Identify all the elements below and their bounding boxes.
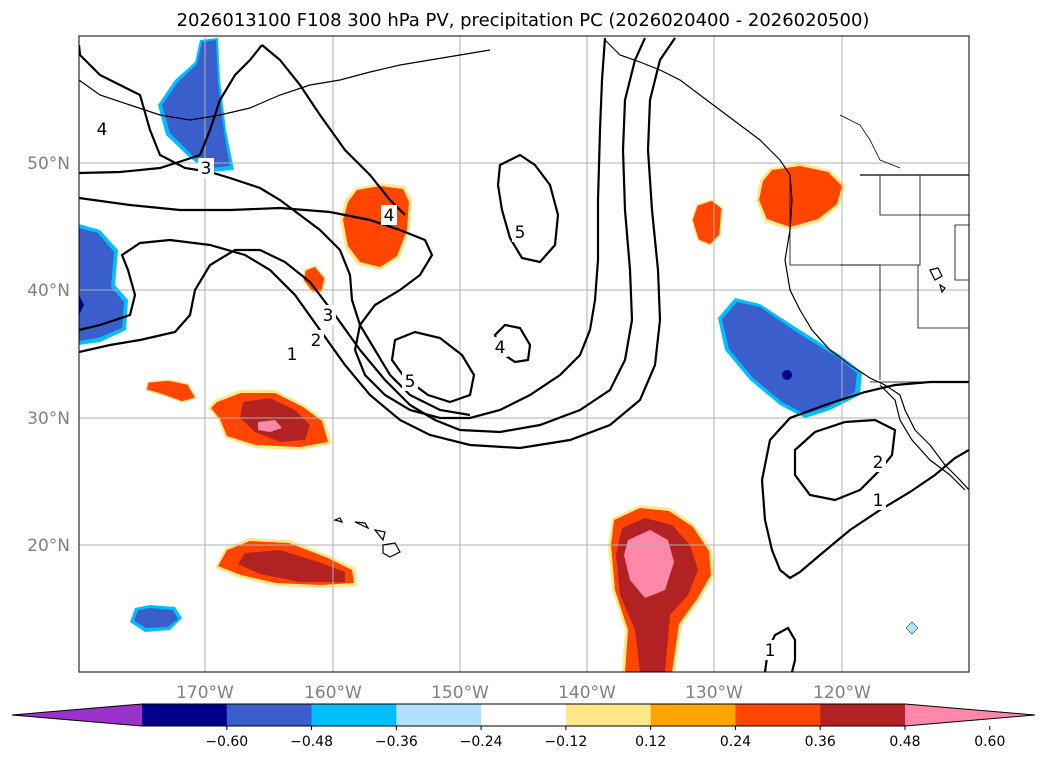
lat-tick-40: 40°N — [27, 281, 70, 301]
lon-tick-120w: 120°W — [813, 683, 871, 703]
colorbar-segment — [396, 704, 482, 726]
figure-title: 2026013100 F108 300 hPa PV, precipitatio… — [177, 10, 870, 31]
pv-label-5-south: 5 — [405, 372, 416, 392]
precip-blob-california-peak — [782, 370, 792, 380]
lon-tick-130w: 130°W — [685, 683, 743, 703]
pv-contour-3-west — [79, 44, 471, 417]
map-area: 4 3 4 5 3 2 1 4 5 2 1 1 — [79, 36, 969, 672]
lat-tick-50: 50°N — [27, 154, 70, 174]
colorbar-label: −0.36 — [375, 734, 418, 750]
pv-contour-5-north — [496, 153, 560, 264]
border-nevada — [840, 264, 881, 380]
pv-label-2-east: 2 — [873, 453, 884, 473]
coastline-hawaii — [333, 517, 401, 558]
pv-contour-labels: 4 3 4 5 3 2 1 4 5 2 1 1 — [94, 120, 886, 661]
colorbar-segment — [565, 704, 652, 726]
colorbar-segment — [142, 704, 228, 726]
colorbar-segment — [226, 704, 313, 726]
colorbar-segment — [481, 704, 567, 726]
colorbar-labels: −0.60 −0.48 −0.36 −0.24 −0.12 0.12 0.24 0.36 0.4… — [205, 726, 1005, 750]
pv-label-1-east: 1 — [873, 491, 884, 511]
pv-label-3-north: 3 — [201, 159, 212, 179]
precip-blob-pacific-northwest-core — [759, 166, 842, 227]
colorbar-extend-high — [905, 704, 1035, 726]
colorbar — [11, 703, 1036, 727]
lon-tick-170w: 170°W — [176, 683, 234, 703]
coastline-aleutians — [79, 49, 491, 121]
colorbar-segment — [650, 704, 736, 726]
colorbar-extend-low — [12, 704, 142, 726]
pv-label-1-west: 1 — [287, 345, 298, 365]
precip-blob-hawaii-west-red — [238, 550, 345, 582]
lat-tick-30: 30°N — [27, 409, 70, 429]
coastlines — [79, 39, 969, 558]
coastline-baja-california — [879, 384, 966, 491]
border-utah-arizona — [917, 265, 969, 329]
precip-blob-south-small-core — [134, 608, 178, 628]
pv-contour-2 — [79, 37, 647, 434]
precip-blob-mexico-tiny — [905, 621, 919, 635]
border-colorado — [954, 224, 969, 281]
pv-contour-1-east — [760, 380, 969, 580]
pv-contour-1 — [79, 37, 676, 450]
precip-blob-east-tropical-pink — [624, 530, 674, 598]
colorbar-segment — [820, 704, 906, 726]
border-canada-province — [839, 114, 901, 169]
precip-blob-west-edge-peak — [79, 295, 84, 315]
precip-positive-anomalies — [145, 163, 845, 672]
pv-label-4-northwest: 4 — [97, 120, 108, 140]
precip-blob-west-central-pink — [258, 420, 282, 432]
pv-label-4-south: 4 — [495, 338, 506, 358]
colorbar-label: 0.60 — [974, 734, 1005, 750]
precip-blob-california-offshore-core — [722, 302, 857, 414]
lon-tick-160w: 160°W — [304, 683, 362, 703]
colorbar-label: −0.60 — [205, 734, 248, 750]
colorbar-label: −0.48 — [290, 734, 333, 750]
pv-contour-4 — [79, 37, 607, 420]
precip-blob-west-streak — [145, 379, 198, 403]
colorbar-label: −0.12 — [544, 734, 587, 750]
precip-blob-small-west — [302, 265, 326, 293]
precip-blob-west-edge-core — [79, 228, 124, 341]
lon-tick-140w: 140°W — [558, 683, 616, 703]
pv-label-2-west: 2 — [311, 331, 322, 351]
pv-contours — [79, 37, 969, 672]
pv-label-3-west: 3 — [323, 306, 334, 326]
colorbar-label: 0.24 — [720, 734, 751, 750]
coastline-channel-islands — [929, 267, 946, 294]
map-frame — [78, 35, 970, 673]
colorbar-segment — [311, 704, 397, 726]
colorbar-label: 0.48 — [889, 734, 920, 750]
pv-label-5-north: 5 — [515, 223, 526, 243]
colorbar-label: −0.24 — [460, 734, 503, 750]
pv-label-1-south: 1 — [765, 641, 776, 661]
pv-contour-3-north — [261, 44, 406, 216]
colorbar-label: 0.12 — [635, 734, 666, 750]
pv-label-4-central: 4 — [384, 206, 395, 226]
longitude-ticks: 170°W 160°W 150°W 140°W 130°W 120°W — [176, 683, 871, 703]
coastline-north-america — [604, 39, 969, 491]
pv-contour-4-northwest — [79, 44, 263, 175]
latitude-ticks: 50°N 40°N 30°N 20°N — [27, 154, 70, 556]
colorbar-outline — [11, 703, 1036, 727]
precip-blob-north-pacific-west-core — [162, 40, 230, 168]
pv-contour-5-south — [390, 330, 476, 404]
border-idaho — [879, 175, 969, 216]
precip-negative-anomalies — [79, 38, 919, 635]
colorbar-label: 0.36 — [805, 734, 836, 750]
lon-tick-150w: 150°W — [431, 683, 489, 703]
lat-tick-20: 20°N — [27, 536, 70, 556]
colorbar-segment — [735, 704, 821, 726]
